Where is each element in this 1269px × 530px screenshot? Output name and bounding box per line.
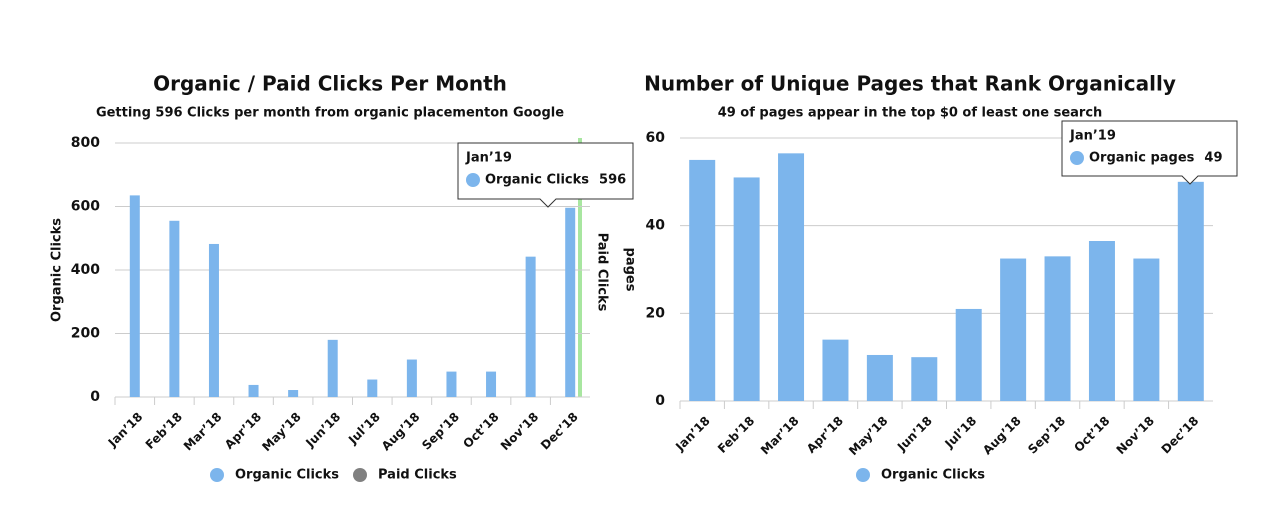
x-tick-label: Jun’18: [302, 410, 343, 451]
x-tick-label: Dec’18: [538, 410, 581, 453]
bar: [1133, 258, 1160, 401]
x-tick-label: May’18: [259, 410, 303, 454]
legend-label: Paid Clicks: [378, 468, 457, 483]
x-tick-label: Feb’18: [143, 410, 185, 452]
y-tick-label: 40: [646, 218, 666, 234]
x-tick-label: Nov’18: [498, 410, 541, 453]
bar: [248, 384, 259, 397]
bar: [129, 195, 140, 397]
x-tick-label: Feb’18: [715, 414, 757, 456]
legend-label: Organic Clicks: [235, 468, 339, 483]
x-tick-label: Aug’18: [379, 410, 423, 454]
x-tick-label: Jun’18: [894, 414, 935, 455]
bar: [955, 308, 982, 401]
chart-subtitle: Getting 596 Clicks per month from organi…: [96, 106, 564, 121]
bar: [1088, 241, 1115, 401]
legend-marker: [856, 468, 870, 482]
legend-marker: [353, 468, 367, 482]
tooltip-value: 596: [599, 173, 626, 188]
bar: [1000, 258, 1027, 401]
tooltip-box: [457, 142, 634, 208]
x-tick-label: Dec’18: [1159, 414, 1202, 457]
x-tick-label: Oct’18: [1071, 414, 1112, 455]
bar: [446, 371, 457, 397]
y-tick-label: 60: [646, 130, 666, 146]
legend-marker: [210, 468, 224, 482]
y-axis-label: pages: [623, 248, 638, 292]
bar: [1177, 181, 1204, 401]
y-tick-label: 20: [646, 305, 666, 321]
x-tick-label: Jul’18: [345, 410, 383, 448]
x-tick-label: Sep’18: [1025, 414, 1068, 457]
bar: [367, 379, 378, 397]
bar: [565, 207, 576, 397]
x-tick-label: Aug’18: [980, 414, 1024, 458]
chart-title: Number of Unique Pages that Rank Organic…: [644, 72, 1176, 96]
chart-subtitle: 49 of pages appear in the top $0 of leas…: [718, 106, 1103, 121]
tooltip-value: 49: [1204, 151, 1222, 166]
y-axis-label: Organic Clicks: [50, 218, 65, 322]
bar: [169, 220, 180, 397]
bar: [406, 359, 417, 397]
bar: [689, 159, 716, 401]
tooltip-marker: [1070, 151, 1084, 165]
bar: [288, 390, 299, 397]
tooltip-box: [1061, 120, 1238, 185]
x-tick-label: Sep’18: [419, 410, 462, 453]
x-tick-label: Oct’18: [460, 410, 501, 451]
bar: [911, 357, 938, 401]
x-tick-label: Apr’18: [222, 410, 264, 452]
x-tick-label: Jan’18: [672, 414, 713, 455]
y-tick-label: 800: [71, 135, 100, 151]
x-tick-label: Jul’18: [942, 414, 980, 452]
tooltip-label: Organic pages: [1089, 151, 1195, 166]
x-tick-label: Nov’18: [1114, 414, 1157, 457]
y-tick-label: 200: [71, 326, 100, 342]
x-tick-label: Jan’18: [105, 410, 146, 451]
y-tick-label: 400: [71, 262, 100, 278]
bar: [486, 371, 497, 397]
tooltip-title: Jan’19: [1069, 129, 1116, 144]
tooltip-marker: [466, 173, 480, 187]
y-tick-label: 0: [655, 393, 665, 409]
tooltip-title: Jan’19: [465, 151, 512, 166]
chart-title: Organic / Paid Clicks Per Month: [153, 72, 507, 96]
bar: [733, 177, 760, 401]
bar: [208, 243, 219, 397]
bar: [327, 339, 338, 397]
y-tick-label: 0: [90, 389, 100, 405]
tooltip-label: Organic Clicks: [485, 173, 589, 188]
y-tick-label: 600: [71, 199, 100, 215]
x-tick-label: Apr’18: [804, 414, 846, 456]
legend-label: Organic Clicks: [881, 468, 985, 483]
bar: [525, 256, 536, 397]
bar: [778, 153, 805, 401]
x-tick-label: Mar’18: [758, 414, 802, 458]
bar: [1044, 256, 1071, 401]
x-tick-label: May’18: [846, 414, 890, 458]
y2-axis-label: Paid Clicks: [595, 233, 610, 312]
x-tick-label: Mar’18: [181, 410, 225, 454]
bar: [866, 354, 893, 401]
bar: [822, 339, 849, 401]
